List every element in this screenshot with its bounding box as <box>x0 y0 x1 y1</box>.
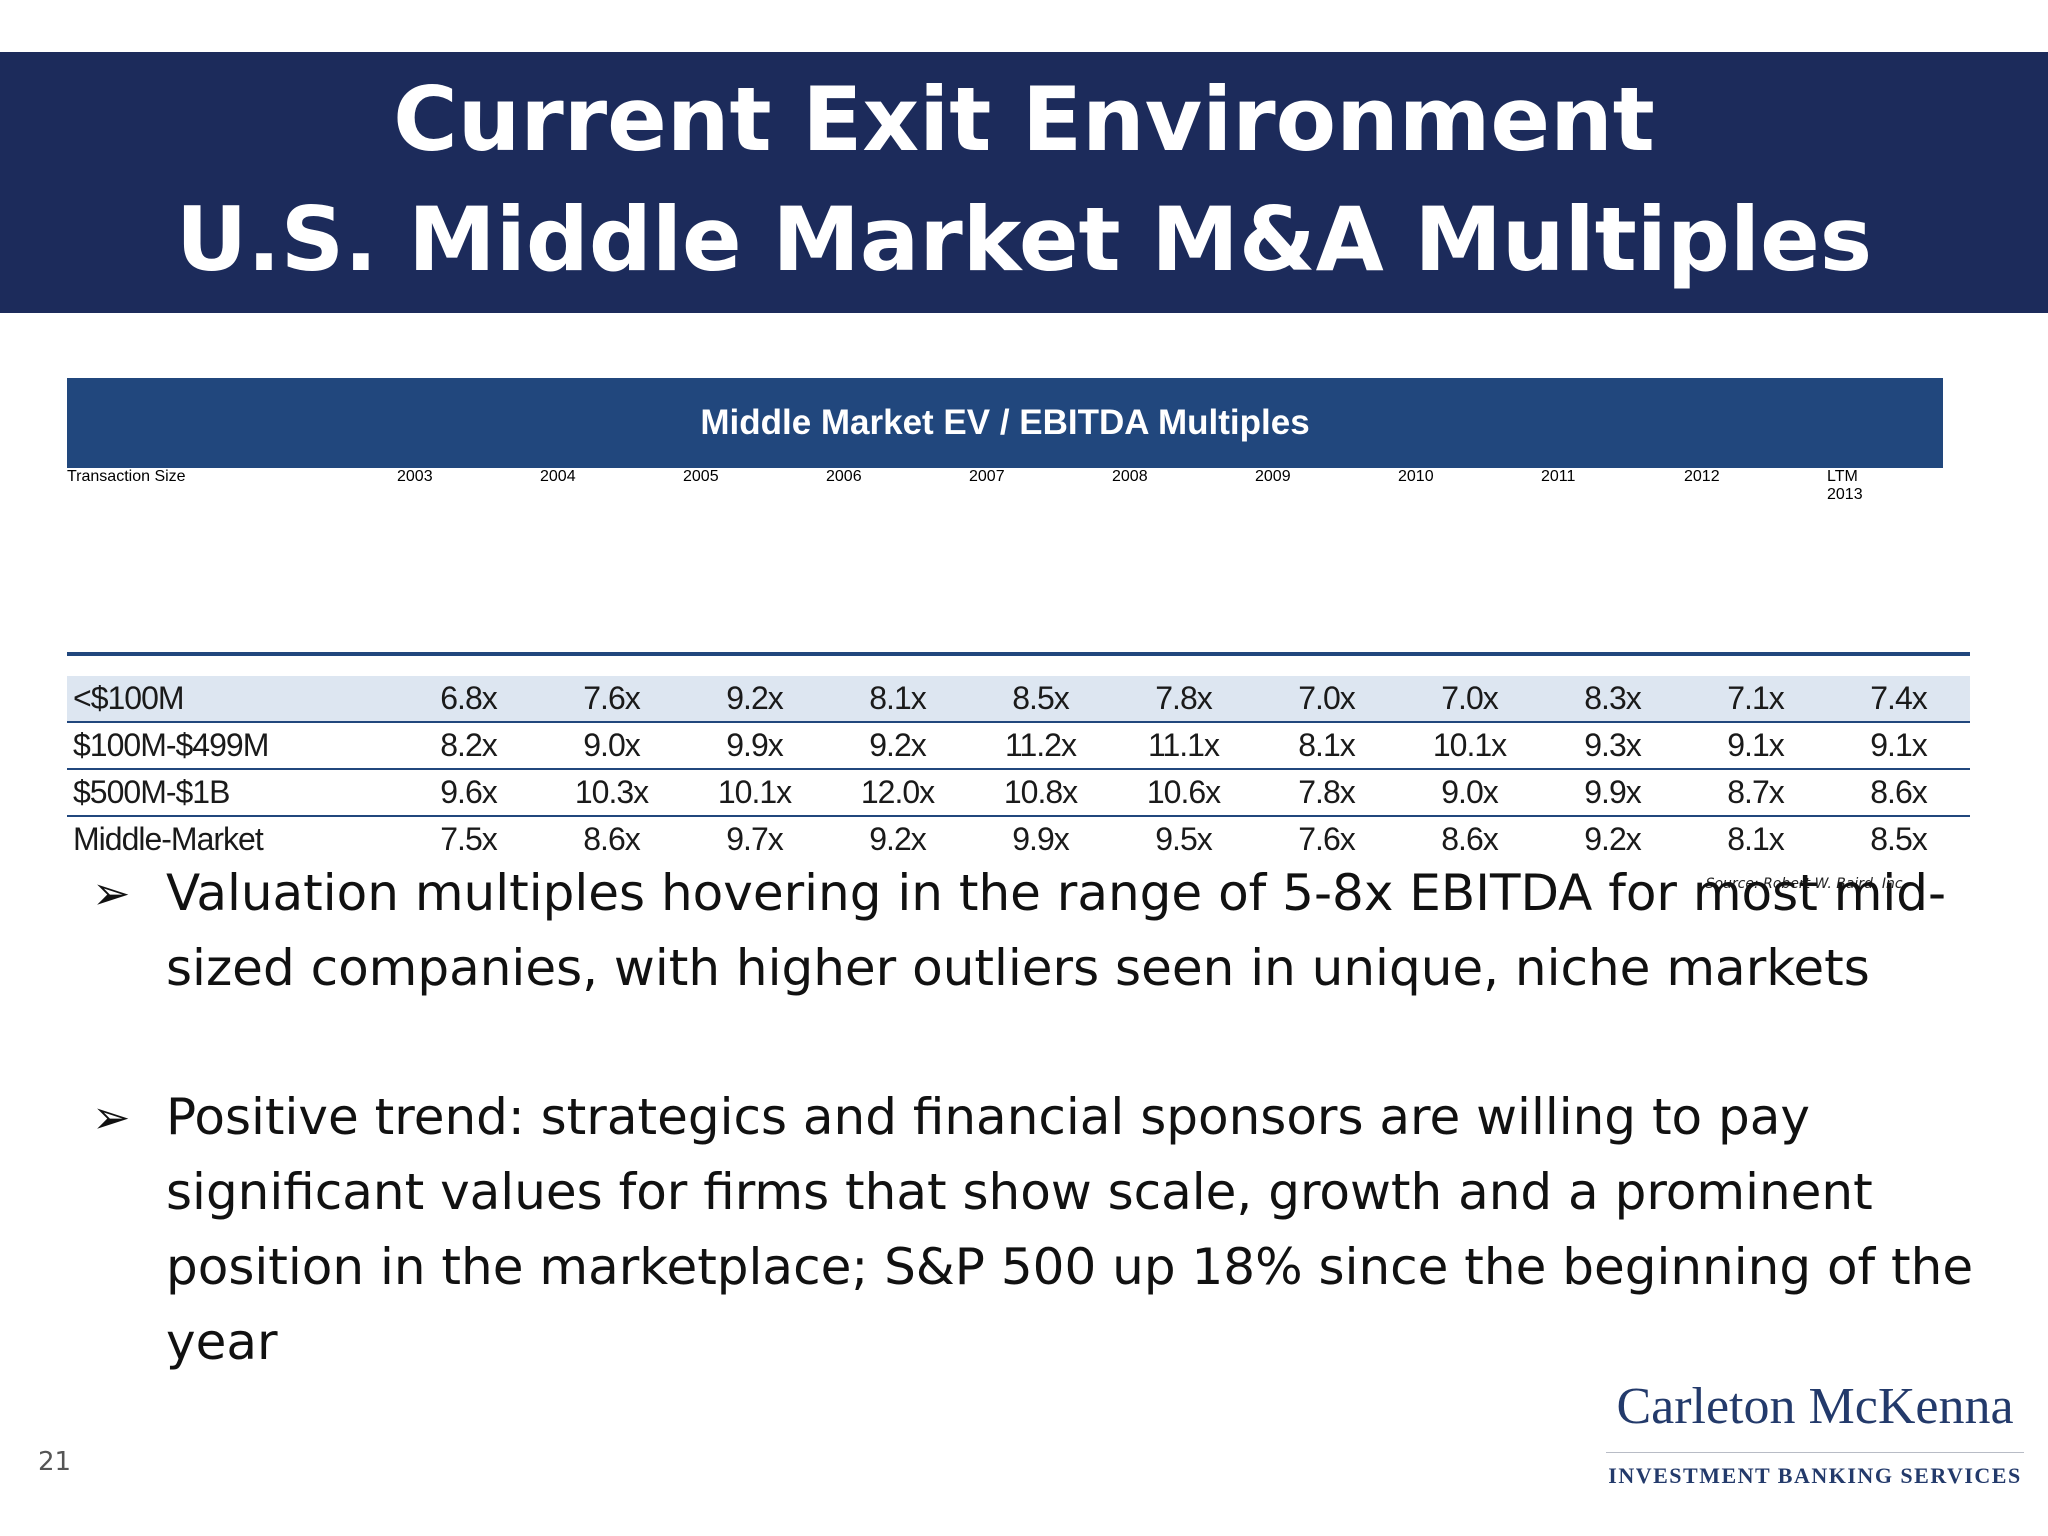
logo-name: Carleton McKenna <box>1616 1378 2014 1435</box>
table-cell: 10.1x <box>1398 723 1541 770</box>
title-banner <box>0 52 2048 310</box>
column-header-year: 2009 <box>1255 468 1398 656</box>
row-label: Middle-Market <box>73 821 264 857</box>
table-cell: 9.7x <box>726 821 783 857</box>
column-header-year-label: 2009 <box>1255 468 1291 485</box>
table-cell: 9.1x <box>1684 723 1827 770</box>
column-header-label: Transaction Size <box>67 468 186 485</box>
column-header-year: 2003 <box>397 468 540 656</box>
table-cell: 7.6x <box>1298 821 1355 857</box>
table-cell: 8.7x <box>1684 770 1827 817</box>
table-cell: 7.4x <box>1827 676 1970 723</box>
slide-subtitle: U.S. Middle Market M&A Multiples <box>175 188 1873 291</box>
table-cell: 9.3x <box>1541 723 1684 770</box>
row-label: $100M-$499M <box>67 723 397 770</box>
multiples-table: Middle Market EV / EBITDA Multiples Tran… <box>67 378 1970 892</box>
table-cell: 7.0x <box>1398 676 1541 723</box>
table-cell: 9.9x <box>1012 821 1069 857</box>
column-header-year-label: 2003 <box>397 468 433 485</box>
company-logo: Carleton McKenna INVESTMENT BANKING SERV… <box>1600 1378 2030 1489</box>
row-label: $500M-$1B <box>67 770 397 817</box>
table-cell: 8.6x <box>1441 821 1498 857</box>
column-header-year: 2006 <box>826 468 969 656</box>
bullet-text: Valuation multiples hovering in the rang… <box>166 864 1947 997</box>
column-header-year-label: 2006 <box>826 468 862 485</box>
table-cell: 10.6x <box>1112 770 1255 817</box>
column-header-year: 2005 <box>683 468 826 656</box>
table-cell: 8.5x <box>969 676 1112 723</box>
table-cell: 9.0x <box>540 723 683 770</box>
page-number: 21 <box>38 1447 72 1477</box>
bullet-item: ➢ Positive trend: strategics and financi… <box>92 1080 1992 1380</box>
table-cell: 8.1x <box>826 676 969 723</box>
table-cell: 7.6x <box>540 676 683 723</box>
arrow-bullet-icon: ➢ <box>92 866 131 920</box>
table-cell: 7.5x <box>440 821 497 857</box>
table-cell: 9.0x <box>1398 770 1541 817</box>
table-cell: 9.1x <box>1827 723 1970 770</box>
table-cell: 9.5x <box>1155 821 1212 857</box>
table-cell: 10.1x <box>683 770 826 817</box>
column-header-year-label: 2013 <box>1827 486 1863 503</box>
table-cell: 8.6x <box>1827 770 1970 817</box>
column-header-year: 2010 <box>1398 468 1541 656</box>
table-cell: 9.6x <box>397 770 540 817</box>
column-header-year-label: 2007 <box>969 468 1005 485</box>
table-cell: 7.0x <box>1255 676 1398 723</box>
table-cell: 9.2x <box>869 821 926 857</box>
table-cell: 7.8x <box>1112 676 1255 723</box>
arrow-bullet-icon: ➢ <box>92 1090 131 1144</box>
column-header-year-label: 2005 <box>683 468 719 485</box>
column-header-year: LTM 2013 <box>1827 468 1970 656</box>
table-header: Middle Market EV / EBITDA Multiples <box>67 378 1943 468</box>
table-cell: 10.8x <box>969 770 1112 817</box>
table-cell: 8.1x <box>1255 723 1398 770</box>
table-cell: 8.5x <box>1870 821 1927 857</box>
table-cell: 9.2x <box>683 676 826 723</box>
column-header-transaction-size: Transaction Size <box>67 468 397 656</box>
table-cell: 11.1x <box>1112 723 1255 770</box>
column-header-year: 2008 <box>1112 468 1255 656</box>
table-cell: 9.9x <box>683 723 826 770</box>
column-header-year-label: 2008 <box>1112 468 1148 485</box>
table-cell: 7.1x <box>1684 676 1827 723</box>
table-cell: 7.8x <box>1255 770 1398 817</box>
table-cell: 11.2x <box>969 723 1112 770</box>
table-cell: 8.3x <box>1541 676 1684 723</box>
column-header-year-label: 2012 <box>1684 468 1720 485</box>
table-cell: 8.2x <box>397 723 540 770</box>
logo-tagline: INVESTMENT BANKING SERVICES <box>1608 1463 2022 1488</box>
column-header-year: 2004 <box>540 468 683 656</box>
table-cell: 12.0x <box>826 770 969 817</box>
title-divider <box>0 310 2048 313</box>
bullet-item: ➢ Valuation multiples hovering in the ra… <box>92 856 1992 1006</box>
column-header-year: 2007 <box>969 468 1112 656</box>
table-cell: 6.8x <box>397 676 540 723</box>
logo-divider <box>1606 1452 2024 1453</box>
table-grid: Transaction Size 2003 2004 2005 2006 2007 2008… <box>67 468 1970 862</box>
column-header-year: 2012 <box>1684 468 1827 656</box>
slide-title: Current Exit Environment <box>393 68 1655 171</box>
column-header-ltm: LTM <box>1827 468 1858 485</box>
column-header-year: 2011 <box>1541 468 1684 656</box>
table-cell: 9.9x <box>1541 770 1684 817</box>
header-gap <box>67 656 1970 676</box>
column-header-year-label: 2011 <box>1541 468 1576 485</box>
table-cell: 8.1x <box>1727 821 1784 857</box>
table-source: Source: Robert W. Baird, Inc. <box>1705 876 1907 892</box>
column-header-year-label: 2004 <box>540 468 576 485</box>
table-cell: 10.3x <box>540 770 683 817</box>
row-label: <$100M <box>67 676 397 723</box>
column-header-year-label: 2010 <box>1398 468 1434 485</box>
bullet-text: Positive trend: strategics and financial… <box>166 1088 1974 1371</box>
table-cell: 9.2x <box>826 723 969 770</box>
table-cell: 8.6x <box>583 821 640 857</box>
table-cell: 9.2x <box>1584 821 1641 857</box>
bullet-list: ➢ Valuation multiples hovering in the ra… <box>92 856 1992 1454</box>
